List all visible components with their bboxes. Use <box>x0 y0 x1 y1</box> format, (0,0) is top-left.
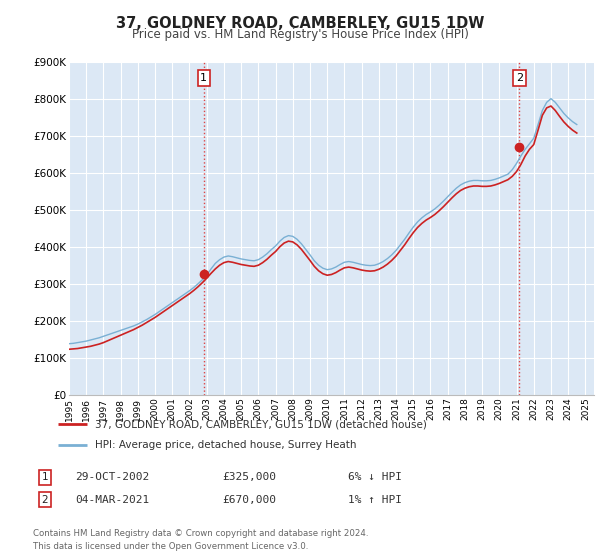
Text: 2: 2 <box>516 73 523 83</box>
Text: £325,000: £325,000 <box>222 472 276 482</box>
Text: Contains HM Land Registry data © Crown copyright and database right 2024.
This d: Contains HM Land Registry data © Crown c… <box>33 529 368 550</box>
Text: £670,000: £670,000 <box>222 494 276 505</box>
Text: 29-OCT-2002: 29-OCT-2002 <box>75 472 149 482</box>
Text: 2: 2 <box>41 494 49 505</box>
Text: 37, GOLDNEY ROAD, CAMBERLEY, GU15 1DW: 37, GOLDNEY ROAD, CAMBERLEY, GU15 1DW <box>116 16 484 31</box>
Text: Price paid vs. HM Land Registry's House Price Index (HPI): Price paid vs. HM Land Registry's House … <box>131 28 469 41</box>
Text: 6% ↓ HPI: 6% ↓ HPI <box>348 472 402 482</box>
Text: 1% ↑ HPI: 1% ↑ HPI <box>348 494 402 505</box>
Text: 37, GOLDNEY ROAD, CAMBERLEY, GU15 1DW (detached house): 37, GOLDNEY ROAD, CAMBERLEY, GU15 1DW (d… <box>95 419 427 430</box>
Text: 1: 1 <box>41 472 49 482</box>
Text: 1: 1 <box>200 73 207 83</box>
Text: HPI: Average price, detached house, Surrey Heath: HPI: Average price, detached house, Surr… <box>95 440 356 450</box>
Text: 04-MAR-2021: 04-MAR-2021 <box>75 494 149 505</box>
